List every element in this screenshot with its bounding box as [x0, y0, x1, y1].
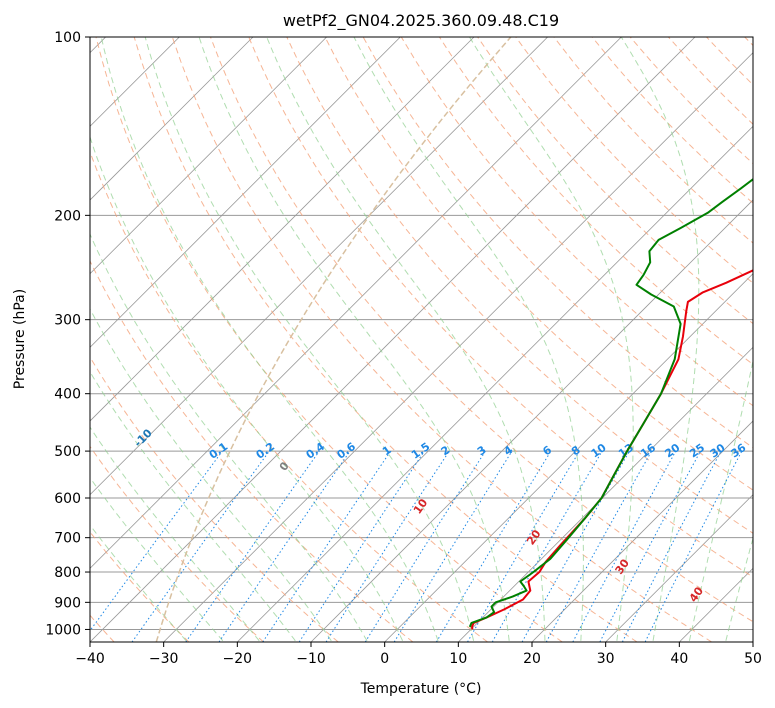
isotherm-line [90, 37, 548, 496]
moist-adiabat-line [266, 37, 546, 641]
isotherm-grid [90, 37, 753, 642]
axes: −40 −30 −20 −10 0 10 20 30 40 50 1000 900 800 700 600 5… [45, 30, 762, 667]
x-tick-label: −10 [296, 651, 326, 667]
moist-adiabat-line [90, 135, 403, 641]
x-tick-label: 10 [449, 651, 467, 667]
y-tick-label: 700 [54, 531, 81, 547]
dry-adiabat-line [90, 445, 264, 642]
x-tick-label: 50 [744, 651, 762, 667]
mixing-ratio-line [90, 450, 223, 632]
mixing-ratio-line [393, 450, 513, 642]
isotherm-line [458, 346, 753, 642]
moist-adiabat-line [620, 37, 700, 641]
x-tick-label: −20 [223, 651, 253, 667]
isobar-grid [90, 37, 753, 630]
moist-adiabat-line [725, 536, 753, 641]
moist-adiabat-line [90, 524, 187, 642]
moist-adiabat-line [100, 37, 439, 641]
mixing-ratio-line [218, 450, 351, 642]
y-tick-label: 900 [54, 595, 81, 611]
mixing-ratio-line [545, 450, 653, 642]
mixing-ratio-line [572, 450, 677, 642]
y-tick-label: 200 [54, 208, 81, 224]
isotherm-line [605, 494, 753, 642]
reference-curve-line [155, 37, 512, 642]
moist-adiabat-line [90, 426, 260, 642]
x-tick-label: −40 [75, 651, 105, 667]
isotherm-line [237, 125, 753, 642]
mixing-ratio-line [325, 450, 450, 642]
plot-frame [89, 36, 754, 643]
mixing-ratio-line [185, 450, 320, 642]
isotherm-line [531, 420, 753, 642]
isotherm-line [90, 37, 696, 642]
moist-adiabat-line [90, 370, 296, 642]
mixing-ratio-line [131, 450, 270, 642]
moist-adiabat-line [198, 37, 510, 641]
isotherm-line [90, 37, 475, 422]
dry-adiabat-line [90, 259, 414, 642]
x-tick-label: −30 [149, 651, 179, 667]
dry-adiabat-line [171, 37, 712, 642]
mixing-ratio-line [262, 450, 392, 642]
y-tick-label: 1000 [45, 622, 81, 638]
dry-adiabat-line [90, 356, 339, 642]
profile-series [468, 178, 753, 630]
x-tick-label: 0 [380, 651, 389, 667]
moist-adiabat-line [90, 232, 368, 642]
mixing-ratio-line [644, 450, 743, 642]
isotherm-line [384, 273, 753, 642]
moist-adiabat-line [144, 37, 475, 641]
dry-adiabat-line [210, 37, 753, 623]
dry-adiabat-line [324, 37, 753, 491]
y-tick-label: 100 [54, 30, 81, 46]
isotherm-line [90, 37, 327, 275]
isotherm-line [90, 37, 622, 569]
isotherm-line [90, 37, 254, 201]
dry-adiabat-line [286, 37, 753, 534]
y-tick-label: 400 [54, 387, 81, 403]
mixing-ratio-line [298, 450, 425, 642]
temperature-profile-line [471, 269, 753, 630]
y-axis-title: Pressure (hPa) [12, 289, 28, 389]
isotherm-line [90, 37, 401, 348]
moist-adiabats [90, 37, 753, 642]
dewpoint-profile-line [468, 178, 753, 628]
plot-area: -100-90-80-70-60-50-40-30-20-100.10.20.4… [90, 37, 753, 642]
dry-adiabat-line [515, 37, 753, 284]
y-tick-label: 600 [54, 491, 81, 507]
x-tick-label: 30 [597, 651, 615, 667]
x-tick-label: 20 [523, 651, 541, 667]
moist-adiabat-line [90, 308, 332, 642]
dry-adiabat-line [248, 37, 753, 578]
y-tick-label: 300 [54, 313, 81, 329]
moist-adiabat-line [688, 358, 753, 641]
reference-curve [155, 37, 512, 642]
chart-title: wetPf2_GN04.2025.360.09.48.C19 [283, 11, 559, 31]
isotherm-line [163, 52, 753, 642]
x-axis-title: Temperature (°C) [360, 681, 482, 697]
x-tick-label: 40 [670, 651, 688, 667]
moist-adiabat-line [353, 37, 584, 641]
y-tick-label: 800 [54, 565, 81, 581]
dry-adiabat-line [133, 37, 638, 642]
moist-adiabat-line [90, 476, 224, 642]
y-tick-label: 500 [54, 444, 81, 460]
